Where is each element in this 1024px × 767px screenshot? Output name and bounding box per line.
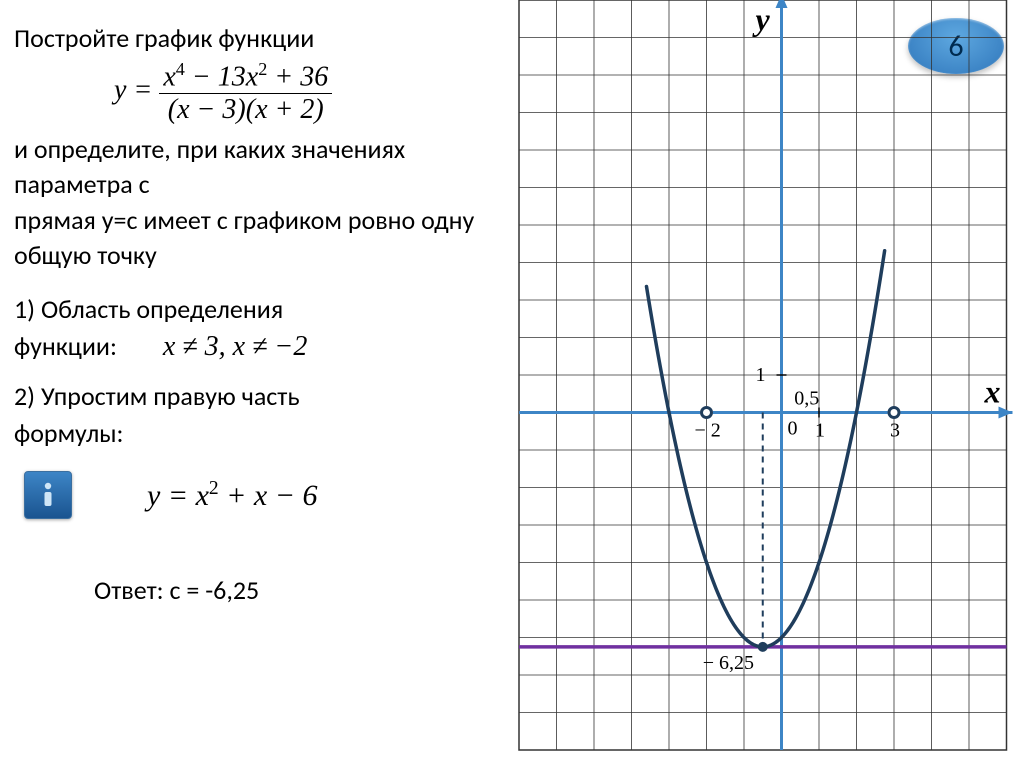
svg-text:3: 3	[890, 420, 900, 442]
step-1-domain: 1) Область определения функции: x ≠ 3, x…	[14, 291, 494, 367]
svg-text:0: 0	[788, 418, 798, 440]
svg-text:0,5: 0,5	[794, 388, 819, 410]
problem-title: Постройте график функции	[14, 22, 494, 54]
svg-text:− 2: − 2	[695, 420, 721, 442]
simplified-formula: y = x2 + x − 6	[147, 478, 317, 513]
main-formula: y = x4 − 13x2 + 36 (x − 3)(x + 2)	[114, 60, 494, 124]
info-icon[interactable]	[24, 471, 72, 519]
svg-text:y: y	[752, 1, 771, 37]
svg-text:1: 1	[756, 364, 766, 386]
condition-text: и определите, при каких значениях параме…	[14, 132, 494, 272]
step-2-simplify: 2) Упростим правую часть формулы:	[14, 378, 494, 451]
svg-text:x: x	[984, 374, 1001, 410]
svg-text:− 6,25: − 6,25	[703, 652, 754, 674]
domain-formula: x ≠ 3, x ≠ −2	[163, 327, 307, 366]
function-chart: yx− 20,50131− 6,25	[504, 0, 1024, 767]
svg-text:1: 1	[815, 420, 825, 442]
answer-text: Ответ: с = -6,25	[94, 574, 494, 606]
